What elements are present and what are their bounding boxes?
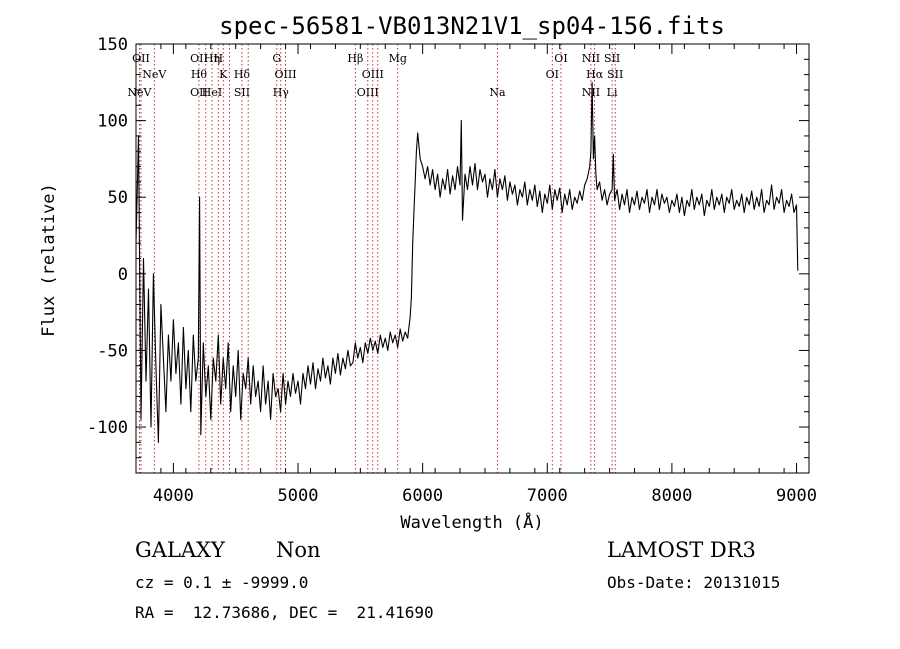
spectral-line-label: Mg [389,52,407,65]
spectral-line-label: OII [190,52,208,65]
spectral-line-label: NeV [127,86,152,99]
x-tick-label: 6000 [402,486,443,506]
redshift-line: cz = 0.1 ± -9999.0 [135,573,309,592]
spectral-line-label: K [219,68,228,81]
spectral-line-label: Li [607,86,618,99]
axes: 4000 5000 6000 7000 8000 9000 -100 -50 0 50 100 150 [87,35,817,506]
spectral-line-label: H [213,52,223,65]
survey-label: LAMOST DR3 [607,538,756,562]
spectral-line-label: SII [604,52,620,65]
spectral-line-label: Hθ [191,68,208,81]
spectral-line-label: HeI [202,86,222,99]
plot-frame [135,43,810,474]
spectral-line-label: Na [489,86,506,99]
spectrum-series [135,81,799,443]
y-axis-label: Flux (relative) [39,183,59,337]
spectral-line-label: OIII [357,86,379,99]
x-tick-label: 9000 [776,486,817,506]
spectral-line-label: NeV [142,68,167,81]
x-tick-label: 8000 [651,486,692,506]
y-tick-label: 150 [97,35,128,55]
x-tick-label: 7000 [527,486,568,506]
spectral-line-label: OIII [362,68,384,81]
x-tick-label: 5000 [278,486,319,506]
object-subclass: Non [276,538,321,562]
spectrum-line [135,81,799,443]
spectral-line-label: Hβ [347,52,363,65]
spectral-line-label: Hη [204,52,220,65]
spectral-line-label: Hγ [273,86,290,99]
spectral-line-label: SII [234,86,250,99]
x-tick-label: 4000 [153,486,194,506]
spectral-line-label: NII [582,86,600,99]
y-tick-label: -100 [87,418,128,438]
x-axis-label: Wavelength (Å) [400,511,543,533]
spectral-line-label: OI [554,52,567,65]
spectral-line-label: SII [607,68,623,81]
spectral-line-label: OI [546,68,559,81]
spectral-line-label: Hα [586,68,604,81]
spectral-line-label: OII [132,52,150,65]
chart-title: spec-56581-VB013N21V1_sp04-156.fits [219,12,725,40]
observation-date: Obs-Date: 20131015 [607,573,781,592]
spectral-line-label: G [272,52,281,65]
spectral-line-label: Hδ [234,68,251,81]
spectral-line-label: NII [582,52,600,65]
spectral-line-label: OIII [275,68,297,81]
y-tick-label: 50 [108,188,128,208]
y-tick-label: 0 [118,265,128,285]
y-tick-label: 100 [97,112,128,132]
spectral-line-label: OII [190,86,208,99]
y-tick-label: -50 [97,341,128,361]
object-class: GALAXY [135,538,225,562]
coordinates-line: RA = 12.73686, DEC = 21.41690 [135,603,434,622]
